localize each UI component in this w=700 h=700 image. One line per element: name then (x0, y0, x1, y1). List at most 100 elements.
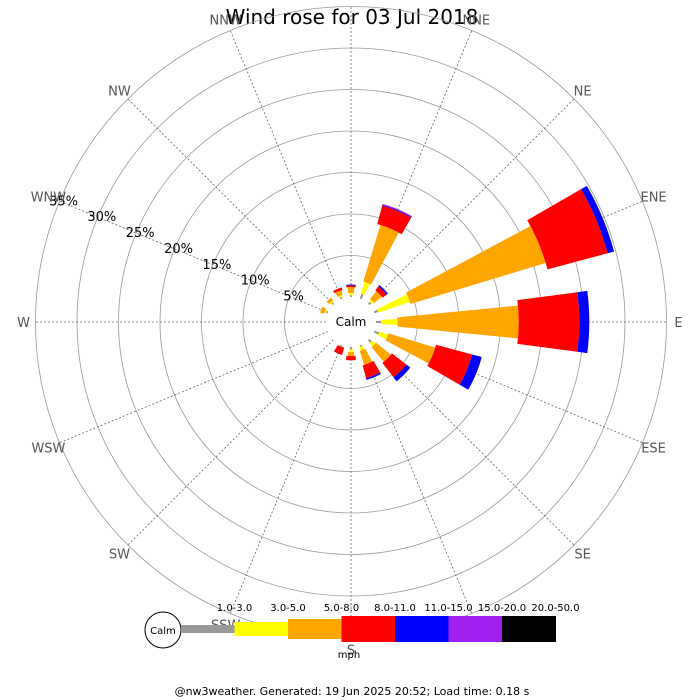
petal-ese-bin-1 (377, 331, 389, 340)
ring-label: 10% (241, 274, 270, 289)
calm-label: Calm (336, 315, 367, 329)
petal-se-bin-2 (371, 342, 391, 362)
spoke-wsw (59, 331, 329, 444)
petal-ne-bin-0 (367, 301, 372, 306)
legend-swatch-4 (395, 616, 449, 642)
direction-label-e: E (674, 316, 682, 331)
petal-n-bin-1 (349, 292, 353, 296)
petal-n-bin-3 (346, 285, 356, 288)
petal-nnw-bin-3 (333, 287, 343, 294)
legend-bin-label: 15.0-20.0 (478, 603, 526, 614)
legend-calm-label: Calm (150, 626, 176, 637)
rose-petals (319, 185, 615, 390)
petal-ssw-bin-0 (339, 344, 343, 348)
petal-sse-bin-3 (362, 360, 381, 379)
petal-n-bin-2 (347, 287, 355, 293)
ring-label: 25% (126, 226, 155, 241)
petal-ne-bin-3 (375, 286, 387, 298)
petal-ene-bin-4 (581, 185, 615, 254)
petal-n-bin-4 (346, 284, 356, 286)
petal-ese-bin-4 (459, 354, 482, 390)
petal-ene-bin-2 (405, 226, 546, 304)
direction-label-ene: ENE (640, 191, 666, 206)
petal-ese-bin-0 (373, 330, 380, 335)
petal-e-bin-1 (380, 318, 398, 326)
petal-s-bin-3 (346, 355, 356, 361)
petal-nw-bin-2 (326, 297, 334, 305)
petal-nne-bin-4 (382, 204, 412, 218)
direction-label-wsw: WSW (31, 441, 65, 456)
ring-label: 5% (283, 290, 304, 305)
direction-label-ne: NE (574, 84, 592, 99)
petal-s-bin-2 (347, 351, 355, 357)
legend-swatch-3 (341, 616, 396, 642)
spoke-nnw (229, 30, 342, 300)
petal-sse-bin-1 (359, 345, 365, 351)
direction-label-nw: NW (108, 84, 131, 99)
direction-label-w: W (17, 316, 30, 331)
petal-ne-bin-4 (378, 285, 388, 295)
petal-e-bin-3 (517, 292, 580, 352)
petal-s-bin-0 (349, 346, 353, 350)
petal-ene-bin-0 (373, 309, 379, 314)
calm-circle (326, 297, 376, 347)
legend-bin-label: 8.0-11.0 (374, 603, 416, 614)
direction-label-sw: SW (109, 548, 130, 563)
petal-wnw-bin-2 (319, 306, 327, 314)
petal-nnw-bin-0 (339, 296, 343, 300)
ring-label: 15% (202, 258, 231, 273)
petal-se-bin-0 (367, 338, 372, 343)
spoke-sse (360, 344, 473, 614)
petal-ene-bin-3 (527, 189, 608, 270)
legend-bin-label: 11.0-15.0 (424, 603, 472, 614)
legend-swatch-6 (502, 616, 556, 642)
legend-bin-label: 20.0-50.0 (531, 603, 579, 614)
legend-swatch-5 (448, 616, 503, 642)
direction-label-s: S (347, 644, 355, 659)
petal-se-bin-1 (369, 340, 376, 347)
petal-nne-bin-0 (359, 293, 364, 300)
chart-title: Wind rose for 03 Jul 2018 (226, 5, 479, 29)
petal-nne-bin-1 (360, 281, 370, 296)
petal-e-bin-0 (375, 320, 381, 324)
petal-s-bin-1 (349, 349, 353, 352)
legend-swatch-0 (181, 625, 235, 633)
petal-n-bin-0 (349, 295, 353, 298)
petal-ene-bin-1 (377, 294, 411, 313)
petal-sse-bin-0 (359, 344, 363, 348)
petal-se-bin-3 (382, 353, 407, 378)
footer-text: @nw3weather. Generated: 19 Jun 2025 20:5… (175, 685, 530, 698)
spoke-wnw (59, 200, 329, 313)
direction-label-nnw: NNW (210, 13, 242, 28)
petal-wnw-bin-1 (324, 309, 328, 314)
petal-nw-bin-1 (329, 300, 334, 305)
legend-swatch-2 (288, 619, 342, 639)
ring-label: 30% (87, 210, 116, 225)
petal-ese-bin-2 (385, 333, 436, 364)
speed-legend: Calm mph 1.0-3.0 3.0-5.0 5.0-8.0 8.0-11.0 11… (144, 603, 580, 661)
direction-label-wnw: WNW (31, 191, 67, 206)
direction-label-nne: NNE (462, 13, 490, 28)
petal-e-bin-4 (577, 290, 590, 354)
petal-nne-bin-2 (363, 225, 399, 285)
ring-label: 35% (49, 194, 78, 209)
petal-nne-bin-5 (382, 204, 413, 217)
petal-nnw-bin-2 (335, 290, 343, 298)
ring-label: 20% (164, 242, 193, 257)
petal-ne-bin-1 (369, 299, 374, 304)
legend-bin-label: 1.0-3.0 (217, 603, 252, 614)
direction-label-n: N (346, 0, 356, 4)
spoke-nw (127, 98, 334, 305)
direction-label-se: SE (574, 548, 590, 563)
petal-se-bin-4 (393, 364, 411, 382)
legend-swatch-1 (234, 622, 289, 636)
spoke-sw (127, 339, 334, 546)
petal-nnw-bin-1 (338, 295, 343, 299)
calm-center: Calm (326, 297, 376, 347)
petal-ssw-bin-3 (333, 345, 345, 355)
spoke-ssw (229, 344, 342, 614)
petal-sse-bin-4 (366, 372, 381, 380)
petal-wnw-bin-0 (325, 310, 329, 314)
legend-unit: mph (338, 650, 360, 661)
